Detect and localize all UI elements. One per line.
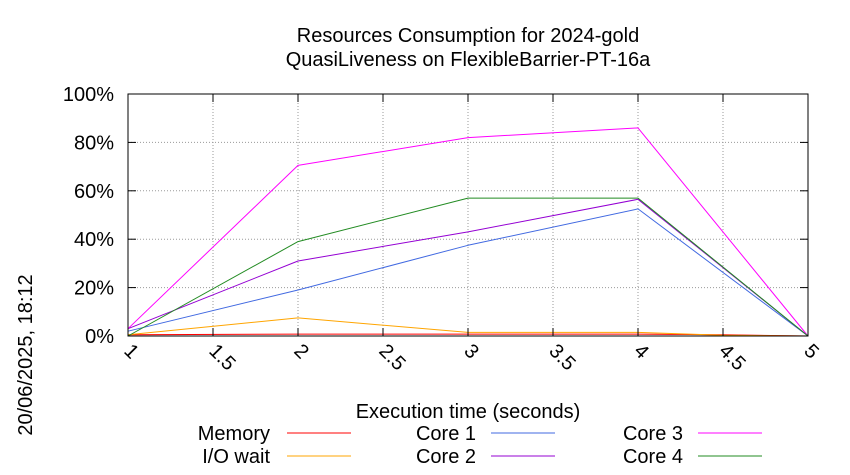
x-tick-label: 2.5 xyxy=(374,340,409,375)
x-tick-label: 3.5 xyxy=(544,340,579,375)
legend-label-core-1: Core 1 xyxy=(416,423,476,445)
series-line-core-3 xyxy=(127,127,809,337)
y-tick-labels: 0% 20% 40% 60% 80% 100% xyxy=(63,84,808,348)
timestamp-label: 20/06/2025, 18:12 xyxy=(15,274,37,435)
y-tick-label: 0% xyxy=(85,326,114,348)
x-axis-label: Execution time (seconds) xyxy=(356,401,581,423)
x-tick-labels: 1 1.5 2 2.5 3 3.5 4 4.5 5 xyxy=(119,94,823,375)
legend-label-memory: Memory xyxy=(198,423,270,445)
series-line-core-4 xyxy=(127,197,809,337)
y-tick-label: 100% xyxy=(63,84,114,106)
legend-label-core-2: Core 2 xyxy=(416,446,476,468)
x-tick-label: 1.5 xyxy=(204,340,239,375)
y-tick-label: 40% xyxy=(74,229,114,251)
y-tick-label: 60% xyxy=(74,181,114,203)
grid xyxy=(128,94,808,336)
y-tick-label: 20% xyxy=(74,278,114,300)
x-tick-label: 4.5 xyxy=(714,340,749,375)
chart-title: Resources Consumption for 2024-gold xyxy=(297,25,639,47)
series-line-core-1 xyxy=(127,208,809,337)
x-tick-label: 3 xyxy=(459,340,482,363)
x-tick-label: 2 xyxy=(289,340,312,363)
legend-label-core-3: Core 3 xyxy=(623,423,683,445)
legend-label-core-4: Core 4 xyxy=(623,446,683,468)
x-tick-label: 1 xyxy=(119,340,142,363)
y-tick-label: 80% xyxy=(74,132,114,154)
chart-subtitle: QuasiLiveness on FlexibleBarrier-PT-16a xyxy=(286,49,651,71)
series-line-core-2 xyxy=(127,198,809,337)
x-tick-label: 4 xyxy=(629,340,652,363)
legend-label-i-o-wait: I/O wait xyxy=(202,446,270,468)
x-tick-label: 5 xyxy=(799,340,822,363)
